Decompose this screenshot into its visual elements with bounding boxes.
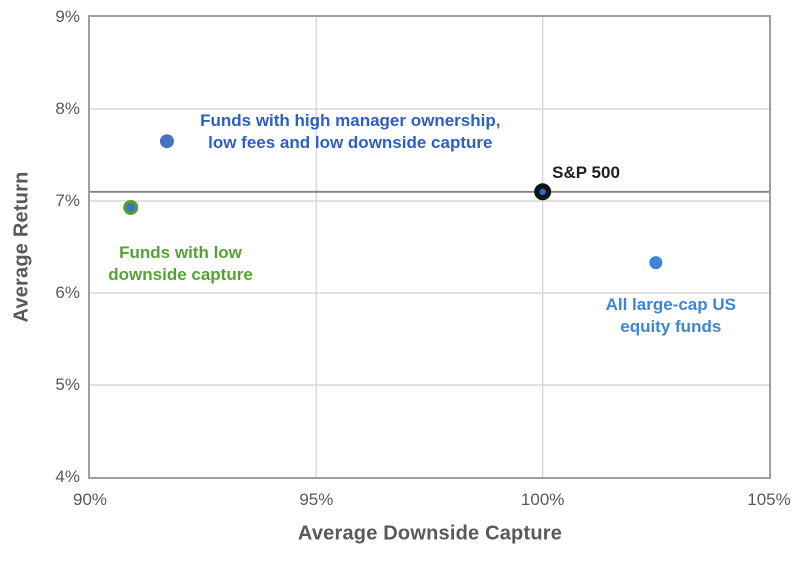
- annotation-line: Funds with low: [119, 243, 242, 263]
- annotation-line: equity funds: [620, 317, 722, 336]
- y-tick-label-5: 5%: [55, 375, 80, 394]
- y-tick-label-4: 4%: [55, 467, 80, 486]
- x-axis-title: Average Downside Capture: [297, 522, 563, 545]
- plot-canvas: [90, 17, 769, 477]
- annotation-funds-low-downside: Funds with low downside capture: [108, 242, 253, 286]
- annotation-funds-high-ownership: Funds with high manager ownership, low fe…: [200, 110, 500, 154]
- annotation-line: low fees and low downside capture: [208, 133, 493, 152]
- annotation-line: All large-cap US: [605, 295, 736, 314]
- data-point-funds-low-downside: [123, 199, 139, 215]
- y-tick-label-8: 8%: [55, 99, 80, 118]
- x-tick-label-105: 105%: [747, 490, 791, 509]
- y-tick-label-9: 9%: [55, 7, 80, 26]
- annotation-line: S&P 500: [552, 163, 620, 183]
- annotation-line: downside capture: [108, 265, 253, 285]
- x-tick-label-100: 100%: [520, 490, 565, 509]
- x-tick-label-90: 90%: [72, 490, 108, 509]
- y-tick-label-7: 7%: [55, 191, 80, 210]
- data-point-inner-sp500: [539, 188, 546, 195]
- data-point-funds-high-ownership: [159, 134, 174, 149]
- plot-area: [88, 15, 771, 479]
- annotation-line: Funds with high manager ownership,: [200, 111, 501, 130]
- annotation-sp500: S&P 500: [552, 162, 620, 184]
- y-tick-label-6: 6%: [55, 283, 80, 302]
- x-tick-label-95: 95%: [299, 490, 334, 509]
- data-point-all-large-cap: [649, 256, 663, 270]
- annotation-all-large-cap: All large-cap US equity funds: [606, 294, 736, 338]
